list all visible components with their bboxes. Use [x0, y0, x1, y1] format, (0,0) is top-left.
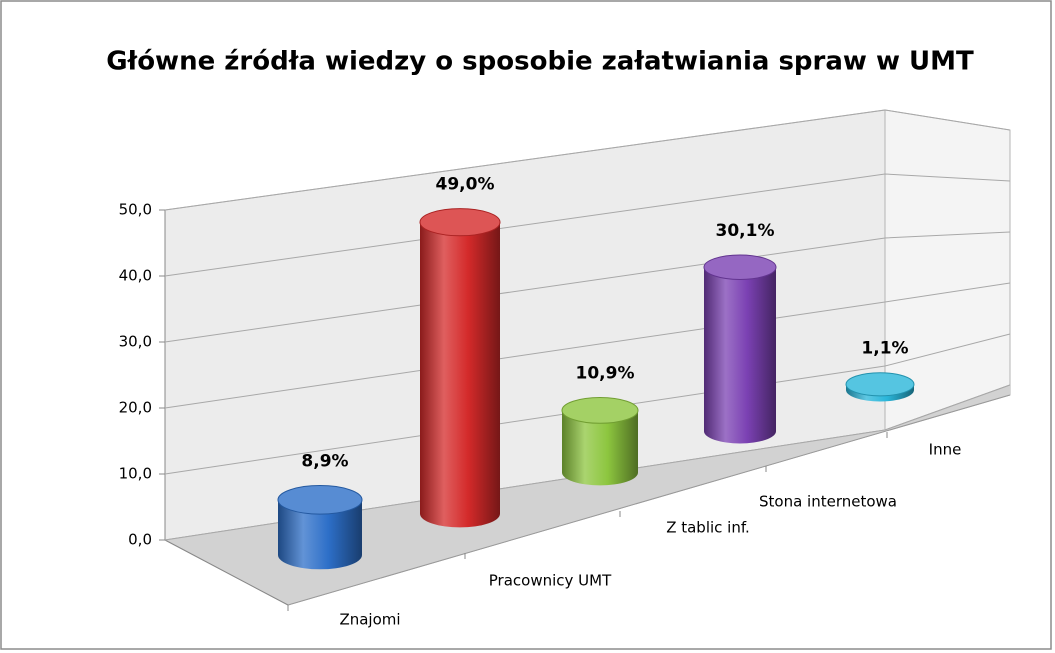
x-tick-label: Inne [929, 441, 962, 459]
y-tick-label: 30,0 [119, 333, 152, 351]
grid-line [164, 333, 1011, 475]
y-tick-label: 40,0 [119, 267, 152, 285]
y-tick-label: 20,0 [119, 399, 152, 417]
grid-line [164, 384, 1011, 541]
grid-line [164, 282, 1011, 409]
x-axis [164, 539, 289, 606]
grid-line [164, 173, 1011, 277]
y-tick-label: 0,0 [128, 531, 152, 549]
value-label: 30,1% [716, 221, 775, 241]
cylinder [562, 410, 638, 486]
value-label: 1,1% [861, 339, 908, 359]
value-label: 8,9% [301, 452, 348, 472]
value-label: 10,9% [576, 363, 635, 383]
floor-edge [287, 394, 1011, 606]
cylinder [704, 267, 776, 444]
y-tick-label: 50,0 [119, 201, 152, 219]
cylinder-top [277, 485, 363, 515]
cylinder-top [561, 396, 639, 424]
cylinder-top [845, 372, 915, 397]
x-tick-label: Pracownicy UMT [489, 572, 612, 590]
grid-line [164, 231, 1011, 343]
cylinder [278, 499, 362, 570]
y-tick-label: 10,0 [119, 465, 152, 483]
x-tick-label: Znajomi [339, 611, 400, 629]
floor-top [165, 385, 1010, 605]
value-label: 49,0% [436, 175, 495, 195]
cylinder [420, 222, 500, 528]
cylinder-top [419, 208, 501, 237]
chart-title: Główne źródła wiedzy o sposobie załatwia… [106, 47, 974, 77]
x-tick-label: Z tablic inf. [666, 519, 750, 537]
cylinder-top [703, 254, 777, 280]
x-tick-label: Stona internetowa [759, 493, 897, 511]
grid-line [164, 109, 1011, 211]
